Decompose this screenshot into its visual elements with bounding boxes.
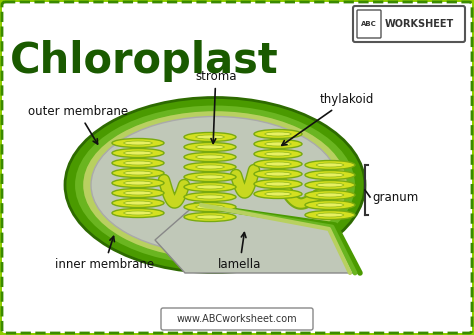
Ellipse shape <box>184 173 236 182</box>
Ellipse shape <box>124 191 152 195</box>
Text: lamella: lamella <box>218 232 261 271</box>
Ellipse shape <box>124 161 152 165</box>
Ellipse shape <box>265 152 291 156</box>
Ellipse shape <box>112 158 164 168</box>
Ellipse shape <box>305 210 355 219</box>
FancyBboxPatch shape <box>2 2 472 333</box>
Text: stroma: stroma <box>195 70 237 143</box>
Ellipse shape <box>196 195 224 199</box>
Text: outer membrane: outer membrane <box>28 105 128 144</box>
Ellipse shape <box>254 130 302 138</box>
Ellipse shape <box>196 135 224 139</box>
Ellipse shape <box>196 175 224 179</box>
Ellipse shape <box>184 142 236 151</box>
Ellipse shape <box>265 192 291 196</box>
FancyBboxPatch shape <box>357 10 381 38</box>
Text: inner membrane: inner membrane <box>55 237 154 271</box>
Ellipse shape <box>184 183 236 192</box>
FancyBboxPatch shape <box>161 308 313 330</box>
Ellipse shape <box>305 201 355 209</box>
Ellipse shape <box>254 149 302 158</box>
Ellipse shape <box>265 142 291 146</box>
Ellipse shape <box>184 202 236 211</box>
FancyBboxPatch shape <box>353 6 465 42</box>
Ellipse shape <box>196 145 224 149</box>
Ellipse shape <box>196 155 224 159</box>
Ellipse shape <box>112 138 164 147</box>
Ellipse shape <box>124 181 152 185</box>
Ellipse shape <box>124 201 152 205</box>
Text: ABC: ABC <box>361 21 377 27</box>
Ellipse shape <box>184 133 236 141</box>
Ellipse shape <box>184 152 236 161</box>
Ellipse shape <box>316 203 344 207</box>
Ellipse shape <box>112 148 164 157</box>
Ellipse shape <box>316 213 344 217</box>
Ellipse shape <box>305 181 355 190</box>
Ellipse shape <box>305 160 355 170</box>
Text: Chloroplast: Chloroplast <box>10 40 279 82</box>
Text: WORKSHEET: WORKSHEET <box>385 19 454 29</box>
Ellipse shape <box>65 97 365 272</box>
Ellipse shape <box>124 211 152 215</box>
Ellipse shape <box>196 215 224 219</box>
Ellipse shape <box>112 169 164 178</box>
Polygon shape <box>155 205 360 273</box>
Ellipse shape <box>254 190 302 199</box>
Ellipse shape <box>184 193 236 201</box>
Ellipse shape <box>74 105 356 266</box>
Ellipse shape <box>316 183 344 187</box>
Text: thylakoid: thylakoid <box>282 93 374 145</box>
Ellipse shape <box>124 141 152 145</box>
Ellipse shape <box>184 162 236 172</box>
Ellipse shape <box>82 111 347 260</box>
Ellipse shape <box>124 171 152 175</box>
Ellipse shape <box>112 189 164 198</box>
Ellipse shape <box>305 191 355 200</box>
Text: granum: granum <box>372 191 418 203</box>
Ellipse shape <box>254 159 302 169</box>
Ellipse shape <box>265 132 291 136</box>
Ellipse shape <box>254 180 302 189</box>
Ellipse shape <box>124 151 152 155</box>
Ellipse shape <box>112 179 164 188</box>
Ellipse shape <box>112 199 164 207</box>
Ellipse shape <box>316 193 344 197</box>
Ellipse shape <box>254 139 302 148</box>
Ellipse shape <box>265 162 291 166</box>
Ellipse shape <box>254 170 302 179</box>
Ellipse shape <box>265 172 291 176</box>
Ellipse shape <box>112 208 164 217</box>
Ellipse shape <box>265 182 291 186</box>
Ellipse shape <box>91 117 339 254</box>
Ellipse shape <box>184 212 236 221</box>
Ellipse shape <box>316 163 344 167</box>
Ellipse shape <box>196 205 224 209</box>
Ellipse shape <box>196 185 224 189</box>
Ellipse shape <box>316 173 344 177</box>
Text: www.ABCworksheet.com: www.ABCworksheet.com <box>177 314 297 324</box>
Ellipse shape <box>305 171 355 180</box>
Ellipse shape <box>196 165 224 169</box>
